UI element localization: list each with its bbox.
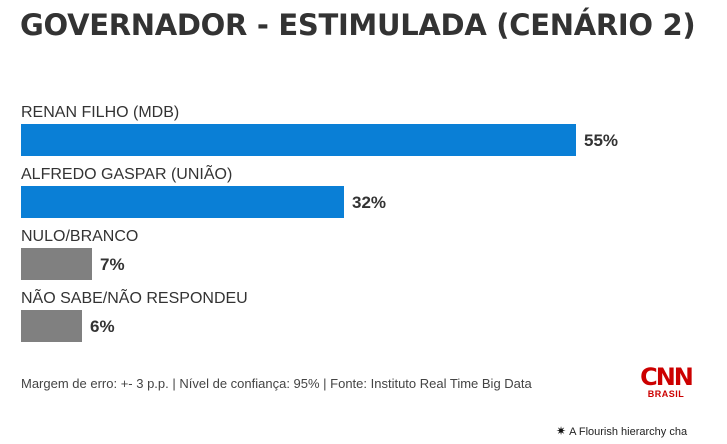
bar [21,186,344,218]
logo-main-text: CNN [640,363,694,391]
bar-label: RENAN FILHO (MDB) [21,104,180,121]
bar-value-label: 55% [584,131,619,150]
chart-title: GOVERNADOR - ESTIMULADA (CENÁRIO 2) [20,8,696,42]
source-note: Margem de erro: +- 3 p.p. | Nível de con… [21,376,532,391]
bar-value-label: 6% [90,317,115,336]
bar [21,124,576,156]
bar-label: NÃO SABE/NÃO RESPONDEU [21,290,248,307]
bar-label: ALFREDO GASPAR (UNIÃO) [21,166,233,183]
cnn-brasil-logo: CNN BRASIL [640,363,694,404]
flourish-credit-text: A Flourish hierarchy cha [569,426,688,438]
flourish-credit[interactable]: ✷ A Flourish hierarchy cha [556,424,687,438]
bar [21,248,92,280]
bar-label: NULO/BRANCO [21,228,139,245]
flourish-icon: ✷ [556,424,567,438]
bar-value-label: 32% [352,193,387,212]
logo-sub-text: BRASIL [647,389,685,399]
bar [21,310,82,342]
bar-value-label: 7% [100,255,125,274]
